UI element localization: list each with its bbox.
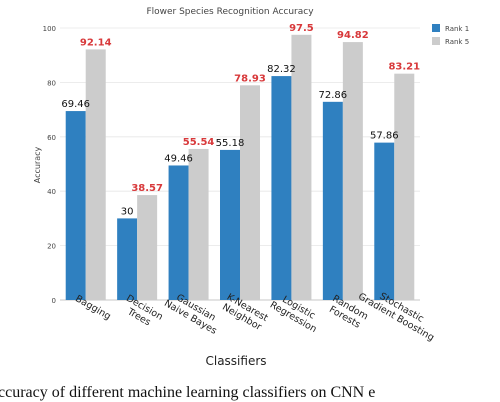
data-label: 57.86 (370, 131, 399, 142)
bar-rank5 (291, 34, 312, 301)
bar-chart: Flower Species Recognition Accuracy 0 20 4… (33, 7, 469, 368)
y-tick-label: 20 (47, 243, 56, 251)
data-label: 49.46 (164, 153, 193, 164)
bar-rank1 (220, 149, 240, 300)
data-label: 83.21 (388, 62, 420, 73)
data-labels: 69.46 92.14 30 38.57 49.46 55.54 55.18 78.9382.… (61, 23, 420, 218)
bar-rank1 (322, 101, 343, 300)
y-tick-label: 80 (47, 79, 56, 87)
data-label: 72.86 (319, 90, 348, 101)
bars (65, 34, 415, 301)
bar-rank5 (85, 49, 106, 301)
data-label: 94.82 (337, 30, 369, 41)
data-label: 97.5 (289, 23, 314, 34)
legend-swatch (432, 24, 440, 32)
y-axis-label: Accuracy (33, 146, 42, 183)
data-label: 38.57 (131, 183, 163, 194)
bar-rank5 (188, 148, 209, 300)
data-label: 69.46 (61, 99, 90, 110)
legend-swatch (432, 37, 440, 45)
bar-rank1 (374, 142, 395, 300)
y-tick-label: 0 (52, 297, 56, 305)
y-tick-label: 100 (43, 25, 56, 33)
legend: Rank 1 Rank 5 (432, 24, 469, 46)
chart-title: Flower Species Recognition Accuracy (146, 7, 314, 17)
bar-rank1 (271, 76, 292, 300)
legend-label: Rank 1 (445, 25, 469, 33)
bar-rank5 (342, 42, 363, 300)
y-axis: 0 20 40 60 80 100 (43, 25, 56, 305)
x-axis-label: Classifiers (205, 354, 266, 368)
data-label: 55.54 (183, 137, 215, 148)
bar-rank5 (240, 85, 260, 301)
bar-rank1 (168, 165, 189, 300)
data-label: 30 (121, 206, 134, 217)
data-label: 92.14 (80, 37, 112, 48)
data-label: 55.18 (216, 138, 245, 149)
data-label: 82.32 (267, 64, 296, 75)
bar-rank5 (394, 73, 415, 301)
bar-rank5 (137, 195, 158, 300)
bar-rank1 (117, 218, 138, 300)
y-tick-label: 40 (47, 188, 56, 196)
y-tick-label: 60 (47, 134, 56, 142)
bar-rank1 (65, 111, 86, 300)
data-label: 78.93 (234, 73, 266, 84)
legend-label: Rank 5 (445, 38, 469, 46)
figure-caption: ccuracy of different machine learning cl… (0, 380, 500, 402)
caption-text: ccuracy of different machine learning cl… (0, 384, 376, 401)
